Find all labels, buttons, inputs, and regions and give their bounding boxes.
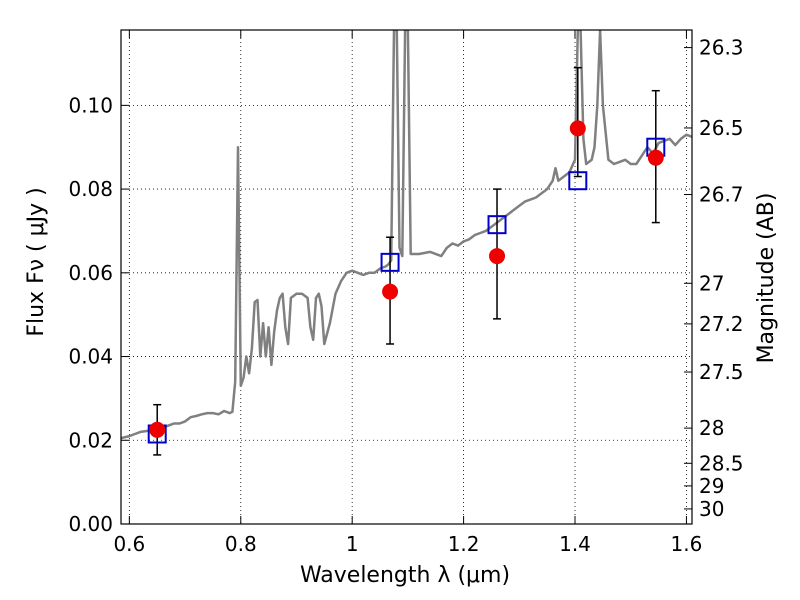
y-right-tick-label: 26.5 <box>699 116 744 140</box>
model-flux-square <box>487 215 507 235</box>
observed-flux-point <box>489 248 506 265</box>
grid-lines <box>121 30 692 524</box>
plot-series <box>121 30 692 456</box>
y-right-tick-label: 26.7 <box>699 183 744 207</box>
x-tick-label: 0.6 <box>113 532 145 556</box>
x-tick-label: 1.6 <box>671 532 703 556</box>
x-tick-label: 1 <box>346 532 359 556</box>
y-right-tick-label: 27.5 <box>699 360 744 384</box>
y-tick-label: 0.00 <box>68 512 113 536</box>
model-flux-square <box>380 252 400 272</box>
y-tick-label: 0.10 <box>68 93 113 117</box>
y-tick-label: 0.02 <box>68 428 113 452</box>
y-right-tick-label: 29 <box>699 474 724 498</box>
y-right-tick-label: 26.3 <box>699 36 744 60</box>
observed-flux-point <box>149 421 166 438</box>
y-right-tick-label: 28.5 <box>699 451 744 475</box>
y-tick-label: 0.04 <box>68 345 113 369</box>
y-right-axis-label: Magnitude (AB) <box>754 193 779 364</box>
x-axis-label: Wavelength λ (μm) <box>300 563 510 588</box>
y-right-tick-label: 30 <box>699 497 724 521</box>
y-tick-label: 0.06 <box>68 261 113 285</box>
observed-flux-point <box>647 149 664 166</box>
y-right-tick-label: 27.2 <box>699 312 744 336</box>
y-tick-label: 0.08 <box>68 177 113 201</box>
model-flux-square <box>568 171 588 191</box>
model-spectrum-line <box>121 30 692 440</box>
plot-frame <box>120 29 693 525</box>
observed-flux-point <box>382 283 399 300</box>
y-right-tick-label: 27 <box>699 271 724 295</box>
axis-ticks: 0.6 0.8 1 1.2 1.4 1.6 0.00 0.02 0.04 0.06 0.08 0.10… <box>68 30 744 556</box>
x-tick-label: 0.8 <box>225 532 257 556</box>
x-tick-label: 1.4 <box>559 532 591 556</box>
x-tick-label: 1.2 <box>448 532 480 556</box>
y-right-tick-label: 28 <box>699 416 724 440</box>
observed-flux-point <box>569 120 586 137</box>
y-axis-label: Flux Fν ( μJy ) <box>24 187 49 336</box>
